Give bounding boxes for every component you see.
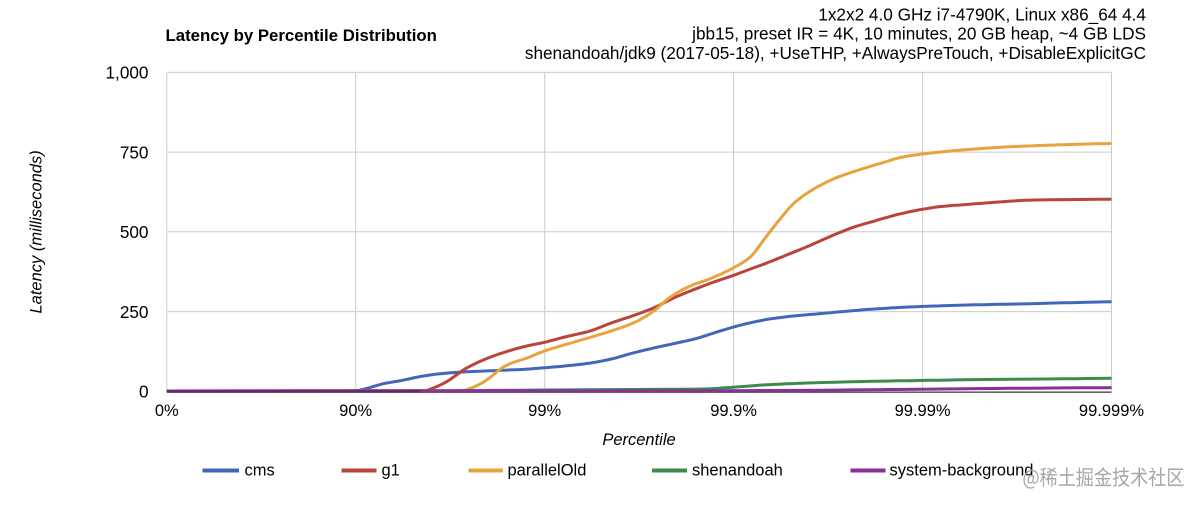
- svg-text:90%: 90%: [339, 402, 372, 420]
- svg-text:shenandoah: shenandoah: [692, 462, 783, 480]
- svg-text:1,000: 1,000: [105, 63, 148, 83]
- svg-text:750: 750: [120, 142, 149, 162]
- svg-text:250: 250: [120, 302, 149, 322]
- svg-text:500: 500: [120, 222, 149, 242]
- svg-text:99.9%: 99.9%: [710, 402, 757, 420]
- svg-text:shenandoah/jdk9 (2017-05-18),: shenandoah/jdk9 (2017-05-18), +UseTHP, +…: [525, 43, 1146, 63]
- svg-text:99%: 99%: [528, 402, 561, 420]
- svg-text:99.999%: 99.999%: [1079, 402, 1144, 420]
- svg-text:system-background: system-background: [890, 462, 1034, 480]
- svg-text:Percentile: Percentile: [602, 431, 675, 449]
- svg-text:1x2x2 4.0 GHz i7-4790K, Linux: 1x2x2 4.0 GHz i7-4790K, Linux x86_64 4.4: [818, 4, 1146, 24]
- svg-text:cms: cms: [245, 462, 275, 480]
- svg-text:99.99%: 99.99%: [895, 402, 951, 420]
- svg-text:parallelOld: parallelOld: [508, 462, 587, 480]
- svg-text:jbb15, preset IR = 4K, 10 minu: jbb15, preset IR = 4K, 10 minutes, 20 GB…: [691, 24, 1146, 44]
- svg-text:0: 0: [139, 382, 149, 402]
- svg-text:Latency by Percentile Distribu: Latency by Percentile Distribution: [166, 26, 437, 45]
- svg-text:0%: 0%: [155, 402, 179, 420]
- svg-text:Latency (milliseconds): Latency (milliseconds): [28, 150, 46, 313]
- svg-text:g1: g1: [382, 462, 400, 480]
